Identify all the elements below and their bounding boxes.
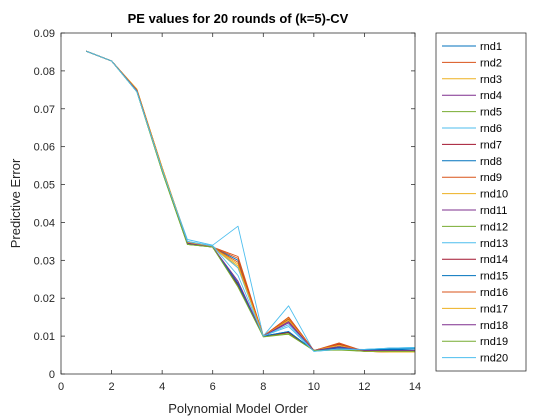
series-layer — [86, 50, 416, 353]
legend-item: rnd15 — [442, 271, 508, 283]
legend-item: rnd20 — [442, 353, 508, 365]
x-tick-label: 12 — [358, 381, 370, 393]
legend-label: rnd12 — [480, 221, 508, 233]
y-tick-label: 0.08 — [34, 66, 55, 78]
x-tick-label: 4 — [159, 381, 165, 393]
legend: rnd1 rnd2 rnd3 rnd4 rnd5 rnd6 rnd7 rnd8 rnd9 rnd1… — [435, 32, 527, 372]
legend-item: rnd1 — [442, 41, 502, 53]
legend-item: rnd4 — [442, 90, 502, 102]
legend-item: rnd5 — [442, 107, 502, 119]
y-tick-label: 0.06 — [34, 142, 55, 154]
y-tick-label: 0.02 — [34, 293, 55, 305]
legend-label: rnd13 — [480, 238, 508, 250]
x-tick-label: 2 — [109, 381, 115, 393]
legend-item: rnd16 — [442, 287, 508, 299]
y-tick-label: 0 — [49, 369, 55, 381]
chart-title: PE values for 20 rounds of (k=5)-CV — [128, 11, 349, 26]
legend-label: rnd14 — [480, 254, 508, 266]
legend-label: rnd2 — [480, 57, 502, 69]
y-tick-label: 0.05 — [34, 180, 55, 192]
legend-item: rnd6 — [442, 123, 502, 135]
legend-item: rnd18 — [442, 320, 508, 332]
legend-label: rnd3 — [480, 74, 502, 86]
legend-label: rnd4 — [480, 90, 502, 102]
legend-label: rnd8 — [480, 156, 502, 168]
legend-label: rnd18 — [480, 320, 508, 332]
legend-item: rnd12 — [442, 221, 508, 233]
x-tick-label: 6 — [210, 381, 216, 393]
legend-item: rnd11 — [442, 205, 507, 217]
legend-label: rnd7 — [480, 139, 502, 151]
plot-area: 0 2 4 6 8 10 12 14 0 0.01 0.02 0.03 0.04 0.05 0.06 0.07… — [34, 28, 422, 393]
legend-item: rnd14 — [442, 254, 508, 266]
y-tick-label: 0.09 — [34, 28, 55, 40]
ticks-layer: 0 2 4 6 8 10 12 14 0 0.01 0.02 0.03 0.04 0.05 0.06 0.07… — [34, 28, 422, 393]
x-tick-label: 14 — [409, 381, 421, 393]
y-tick-label: 0.01 — [34, 331, 55, 343]
series-line-rnd20 — [86, 50, 415, 352]
x-tick-label: 0 — [58, 381, 64, 393]
legend-label: rnd9 — [480, 172, 502, 184]
legend-item: rnd19 — [442, 336, 508, 348]
legend-label: rnd1 — [480, 41, 502, 53]
legend-item: rnd13 — [442, 238, 508, 250]
legend-label: rnd17 — [480, 303, 508, 315]
legend-item: rnd9 — [442, 172, 502, 184]
axes-box — [60, 32, 416, 375]
x-axis-title: Polynomial Model Order — [168, 401, 308, 416]
legend-item: rnd2 — [442, 57, 502, 69]
x-tick-label: 10 — [308, 381, 320, 393]
y-tick-label: 0.07 — [34, 104, 55, 116]
y-tick-label: 0.04 — [34, 217, 55, 229]
legend-items: rnd1 rnd2 rnd3 rnd4 rnd5 rnd6 rnd7 rnd8 rnd9 rnd1… — [442, 41, 508, 365]
legend-item: rnd7 — [442, 139, 502, 151]
legend-label: rnd16 — [480, 287, 508, 299]
legend-label: rnd19 — [480, 336, 508, 348]
legend-label: rnd11 — [480, 205, 507, 217]
legend-item: rnd8 — [442, 156, 502, 168]
legend-box — [435, 32, 527, 372]
legend-label: rnd20 — [480, 353, 508, 365]
legend-label: rnd5 — [480, 107, 502, 119]
axes-background — [61, 33, 415, 374]
legend-item: rnd17 — [442, 303, 508, 315]
legend-label: rnd15 — [480, 271, 508, 283]
y-tick-label: 0.03 — [34, 255, 55, 267]
legend-item: rnd10 — [442, 189, 508, 201]
legend-label: rnd10 — [480, 189, 508, 201]
legend-item: rnd3 — [442, 74, 502, 86]
x-tick-label: 8 — [260, 381, 266, 393]
y-axis-title: Predictive Error — [8, 158, 23, 248]
legend-label: rnd6 — [480, 123, 502, 135]
